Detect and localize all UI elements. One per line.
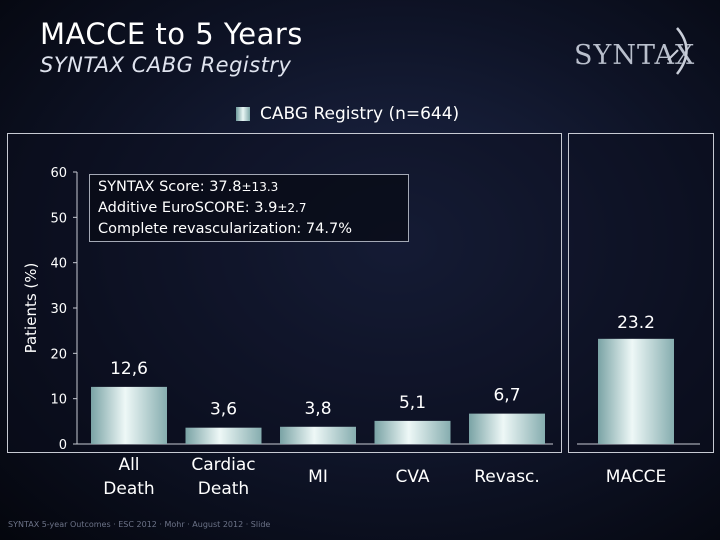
logo-text: SYNTAX — [574, 40, 696, 71]
info-euroscore: Additive EuroSCORE: 3.9±2.7 — [98, 198, 408, 219]
bar — [91, 386, 167, 444]
chart-legend: CABG Registry (n=644) — [236, 103, 459, 125]
y-tick-label: 50 — [50, 211, 67, 226]
info-syntax-score-value: SYNTAX Score: 37.8 — [98, 179, 242, 195]
data-label: 6,7 — [493, 386, 520, 406]
info-euroscore-sd: ±2.7 — [277, 201, 307, 215]
slide-footer: SYNTAX 5-year Outcomes · ESC 2012 · Mohr… — [8, 520, 271, 529]
legend-label: CABG Registry (n=644) — [260, 104, 460, 124]
data-label: 3,6 — [210, 400, 237, 420]
y-tick-label: 20 — [50, 347, 67, 362]
syntax-logo: SYNTAX — [574, 22, 694, 82]
y-tick-label: 10 — [50, 393, 67, 408]
x-category-label: Cardiac Death — [191, 455, 255, 499]
y-tick-label: 40 — [50, 257, 67, 272]
bar — [280, 426, 356, 444]
y-tick-label: 30 — [50, 302, 67, 317]
info-syntax-score-sd: ±13.3 — [241, 180, 279, 194]
data-label: 3,8 — [304, 399, 331, 419]
study-info-box: SYNTAX Score: 37.8±13.3 Additive EuroSCO… — [89, 174, 409, 242]
macce-category-label: MACCE — [606, 467, 666, 487]
legend-swatch — [236, 107, 250, 121]
x-category-label: CVA — [395, 467, 429, 487]
x-category-label: MI — [308, 467, 328, 487]
y-tick-label: 0 — [59, 438, 67, 453]
macce-bar — [598, 338, 674, 444]
info-euroscore-value: Additive EuroSCORE: 3.9 — [98, 200, 278, 216]
x-category-label: All Death — [103, 455, 154, 499]
data-label: 12,6 — [110, 359, 148, 379]
x-category-label: Revasc. — [474, 467, 540, 487]
data-label: 5,1 — [399, 393, 426, 413]
slide-subtitle: SYNTAX CABG Registry — [40, 53, 292, 77]
y-tick-label: 60 — [50, 166, 67, 181]
slide-title: MACCE to 5 Years — [40, 17, 303, 51]
macce-data-label: 23.2 — [617, 313, 655, 333]
bar — [469, 413, 545, 444]
info-syntax-score: SYNTAX Score: 37.8±13.3 — [98, 177, 408, 198]
bar — [185, 427, 262, 444]
logo-swoosh-icon — [667, 27, 688, 75]
bar — [374, 420, 451, 444]
info-complete-revasc: Complete revascularization: 74.7% — [98, 221, 352, 237]
